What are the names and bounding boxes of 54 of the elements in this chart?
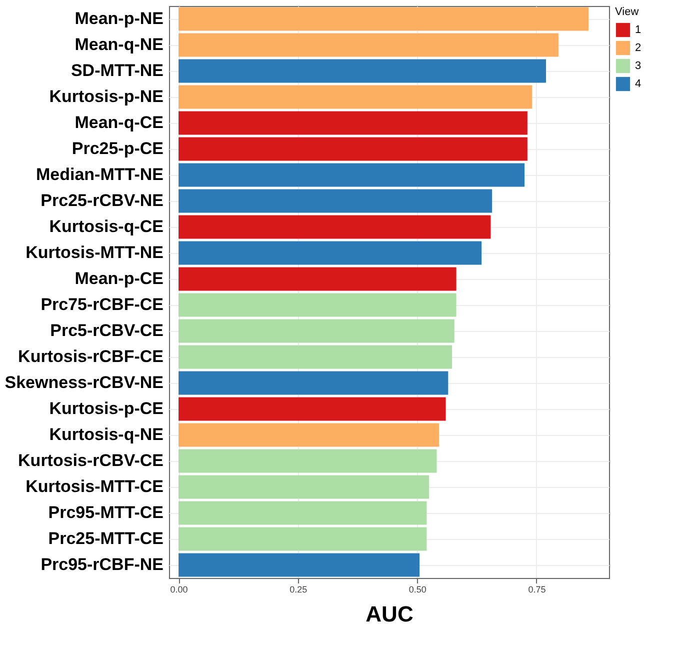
bar [178, 449, 437, 473]
bar [178, 475, 430, 499]
x-axis-title: AUC [366, 602, 414, 626]
y-tick-label: Mean-p-NE [74, 9, 164, 28]
y-tick-label: Kurtosis-p-CE [49, 399, 164, 418]
bar [178, 553, 420, 577]
bar [178, 189, 492, 213]
bar [178, 501, 427, 525]
bar [178, 241, 482, 265]
legend-label: 1 [635, 24, 642, 36]
bar [178, 423, 440, 447]
bar [178, 397, 446, 421]
bar [178, 371, 448, 395]
y-tick-label: Prc95-MTT-CE [48, 503, 164, 522]
bar [178, 7, 588, 31]
bar [178, 293, 456, 317]
y-tick-label: Kurtosis-MTT-CE [26, 477, 164, 496]
y-tick-label: Prc75-rCBF-CE [40, 295, 164, 314]
bar [178, 59, 546, 83]
y-tick-label: Prc95-rCBF-NE [40, 555, 164, 574]
y-tick-label: Median-MTT-NE [36, 165, 164, 184]
y-tick-label: Prc25-rCBV-NE [40, 191, 164, 210]
y-tick-label: Prc25-p-CE [72, 139, 164, 158]
y-tick-label: Kurtosis-q-CE [49, 217, 164, 236]
y-tick-label: Prc25-MTT-CE [48, 529, 164, 548]
y-tick-label: Prc5-rCBV-CE [50, 321, 164, 340]
x-tick-label: 0.00 [170, 584, 188, 594]
bar [178, 267, 456, 291]
bar [178, 111, 528, 135]
x-tick-label: 0.75 [528, 584, 546, 594]
bar [178, 137, 528, 161]
x-tick-label: 0.25 [290, 584, 308, 594]
bar [178, 527, 427, 551]
legend-title: View [615, 6, 639, 18]
legend-label: 2 [635, 42, 642, 54]
bar [178, 163, 525, 187]
x-tick-label: 0.50 [408, 584, 426, 594]
bar [178, 319, 454, 343]
y-tick-label: SD-MTT-NE [70, 61, 164, 80]
bar [178, 33, 558, 57]
y-tick-label: Kurtosis-rCBF-CE [18, 347, 164, 366]
bar [178, 85, 532, 109]
y-tick-label: Kurtosis-p-NE [49, 87, 164, 106]
y-tick-label: Kurtosis-q-NE [49, 425, 164, 444]
legend-label: 3 [635, 60, 642, 72]
bar [178, 345, 452, 369]
bar [178, 215, 491, 239]
y-tick-label: Skewness-rCBV-NE [4, 373, 164, 392]
y-tick-label: Kurtosis-rCBV-CE [18, 451, 164, 470]
y-tick-label: Mean-q-NE [74, 35, 164, 54]
y-tick-label: Mean-q-CE [74, 113, 164, 132]
y-tick-label: Kurtosis-MTT-NE [26, 243, 164, 262]
y-tick-label: Mean-p-CE [74, 269, 164, 288]
legend-label: 4 [635, 78, 642, 90]
